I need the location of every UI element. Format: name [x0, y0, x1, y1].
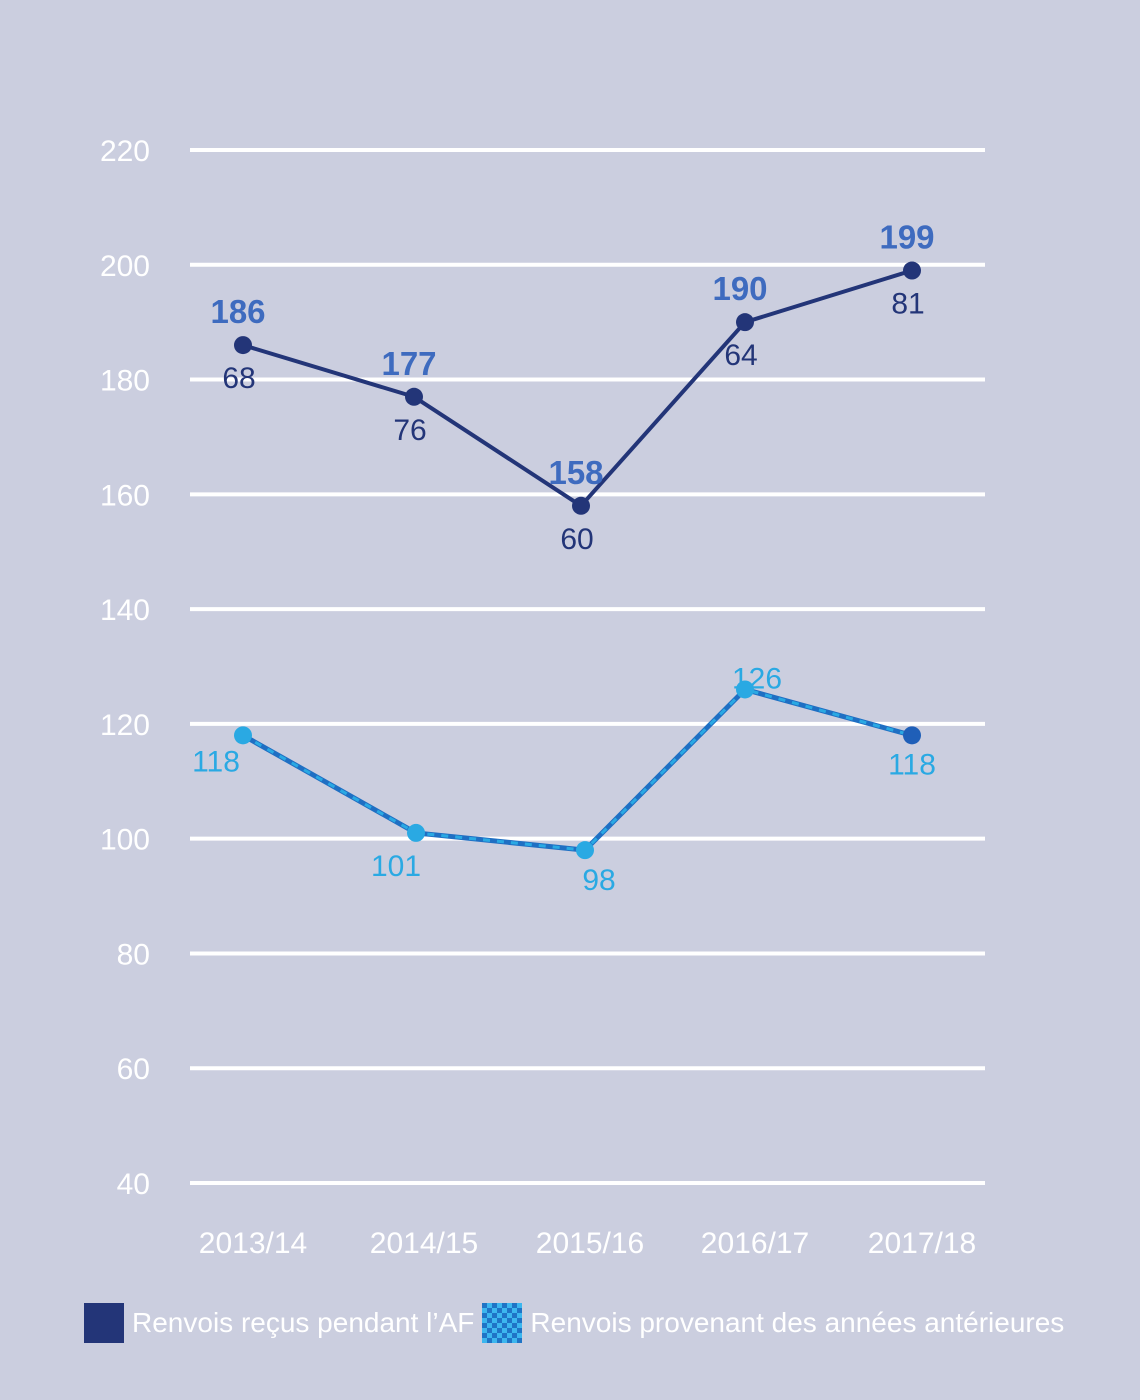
series-lines: [234, 261, 921, 860]
y-tick-label: 60: [117, 1053, 150, 1086]
data-labels: 186 68 177 76 158 60 190 64 199 81 118 101 98 126 118: [192, 219, 936, 898]
total-label: 158: [548, 454, 603, 491]
point-previous: [576, 841, 594, 860]
y-tick-label: 180: [100, 365, 150, 398]
received-value-label: 76: [393, 414, 426, 447]
point-received: [234, 336, 252, 355]
point-received: [572, 496, 590, 515]
total-label: 190: [712, 270, 767, 307]
point-previous: [234, 726, 252, 745]
y-tick-label: 160: [100, 479, 150, 512]
y-tick-label: 40: [117, 1168, 150, 1201]
x-tick-label: 2017/18: [868, 1227, 976, 1260]
series-line-previous: [241, 686, 913, 853]
total-label: 186: [210, 293, 265, 330]
x-tick-label: 2013/14: [199, 1227, 307, 1260]
x-tick-label: 2016/17: [701, 1227, 809, 1260]
received-value-label: 68: [222, 362, 255, 395]
x-tick-label: 2015/16: [536, 1227, 644, 1260]
legend-swatch-received: [84, 1303, 124, 1343]
y-tick-label: 140: [100, 594, 150, 627]
received-value-label: 81: [891, 288, 924, 321]
y-tick-label: 200: [100, 250, 150, 283]
total-label: 177: [381, 345, 436, 382]
y-tick-label: 220: [100, 135, 150, 168]
x-axis-ticks: 2013/14 2014/15 2015/16 2016/17 2017/18: [199, 1227, 976, 1260]
previous-value-label: 101: [371, 850, 421, 883]
gridlines: [190, 148, 985, 1185]
point-previous: [407, 823, 425, 842]
received-value-label: 64: [724, 339, 757, 372]
point-received: [405, 387, 423, 406]
legend-label-received: Renvois reçus pendant l’AF: [132, 1307, 475, 1338]
legend-item-previous: Renvois provenant des années antérieures: [482, 1303, 1064, 1343]
y-axis-ticks: 40 60 80 100 120 140 160 180 200 220: [100, 135, 150, 1201]
legend-swatch-previous: [482, 1303, 523, 1343]
previous-value-label: 126: [732, 662, 782, 695]
legend-item-received: Renvois reçus pendant l’AF: [84, 1303, 474, 1343]
point-previous: [736, 680, 754, 699]
point-received: [903, 261, 921, 280]
point-received: [736, 313, 754, 332]
point-previous: [903, 726, 921, 745]
legend-label-previous: Renvois provenant des années antérieures: [530, 1307, 1065, 1338]
y-tick-label: 80: [117, 938, 150, 971]
received-value-label: 60: [560, 523, 593, 556]
legend: Renvois reçus pendant l’AF Renvois prove…: [84, 1302, 1064, 1344]
total-label: 199: [879, 219, 934, 256]
y-tick-label: 100: [100, 824, 150, 857]
previous-value-label: 98: [582, 864, 615, 897]
y-tick-label: 120: [100, 709, 150, 742]
previous-value-label: 118: [192, 745, 240, 778]
x-tick-label: 2014/15: [370, 1227, 478, 1260]
series-line-previous-pattern: [242, 687, 913, 852]
previous-value-label: 118: [888, 748, 936, 781]
